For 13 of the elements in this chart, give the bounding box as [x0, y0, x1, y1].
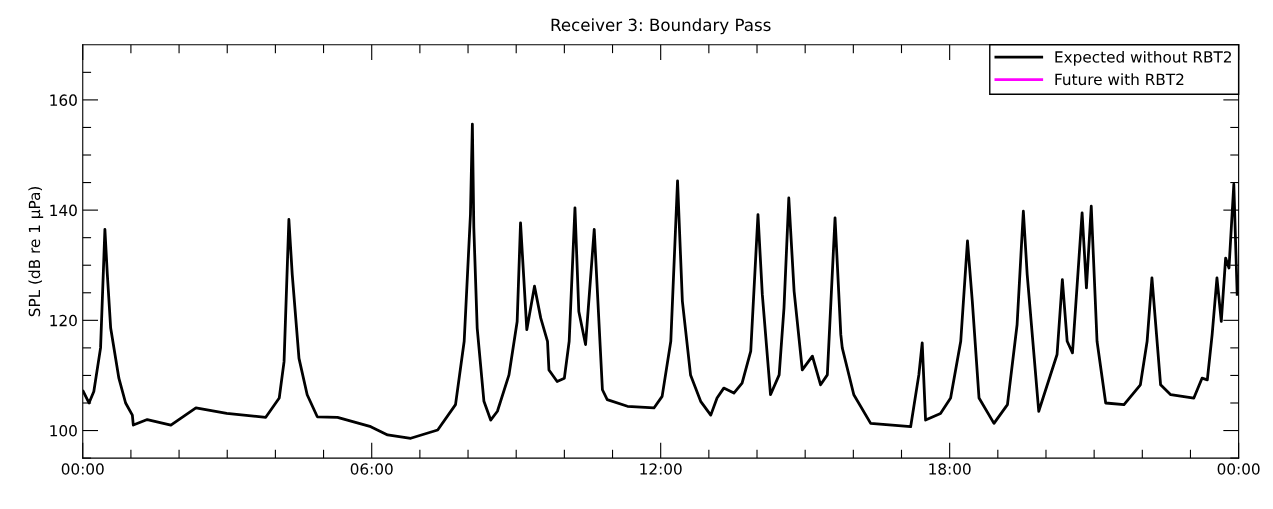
legend-label: Future with RBT2: [1055, 73, 1184, 86]
x-tick-label: 06:00: [350, 463, 393, 475]
x-tick-label: 18:00: [929, 463, 971, 475]
x-tick-label: 12:00: [640, 463, 682, 475]
chart-title: Receiver 3: Boundary Pass: [551, 18, 771, 35]
y-axis-title: SPL (dB re 1 μPa): [28, 186, 44, 317]
y-tick-label: 120: [50, 314, 77, 327]
y-tick-label: 100: [50, 425, 77, 437]
y-tick-label: 160: [50, 94, 77, 106]
y-tick-label: 140: [50, 204, 77, 217]
x-tick-label: 00:00: [1217, 463, 1260, 475]
x-tick-label: 00:00: [61, 463, 104, 475]
legend-label: Expected without RBT2: [1055, 50, 1231, 66]
